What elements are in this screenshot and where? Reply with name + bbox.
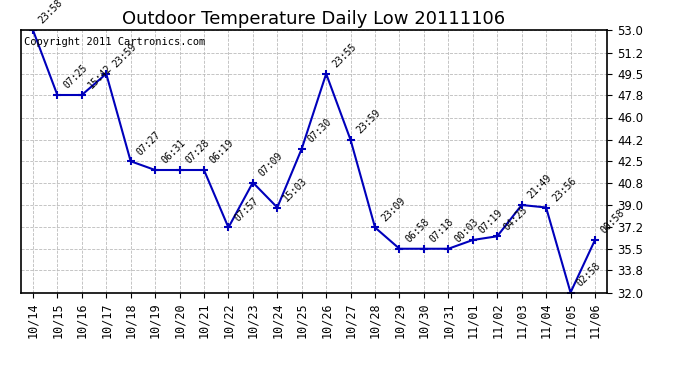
Text: 23:59: 23:59 <box>355 108 383 136</box>
Text: 06:19: 06:19 <box>208 138 236 166</box>
Text: 06:31: 06:31 <box>159 138 187 166</box>
Text: 23:58: 23:58 <box>37 0 65 26</box>
Text: 07:19: 07:19 <box>477 208 505 236</box>
Text: 00:03: 00:03 <box>453 217 480 244</box>
Text: 06:58: 06:58 <box>404 217 431 244</box>
Text: 23:56: 23:56 <box>550 176 578 203</box>
Text: 23:59: 23:59 <box>110 42 138 70</box>
Text: 15:42: 15:42 <box>86 63 114 91</box>
Text: 15:03: 15:03 <box>282 176 309 203</box>
Text: 23:55: 23:55 <box>331 42 358 70</box>
Text: 07:25: 07:25 <box>61 63 90 91</box>
Text: 04:25: 04:25 <box>502 204 529 232</box>
Text: 02:58: 02:58 <box>575 261 602 288</box>
Text: 21:49: 21:49 <box>526 173 553 201</box>
Text: 00:58: 00:58 <box>599 208 627 236</box>
Text: 07:27: 07:27 <box>135 129 163 157</box>
Text: 23:09: 23:09 <box>380 195 407 223</box>
Text: 07:30: 07:30 <box>306 117 334 145</box>
Text: Copyright 2011 Cartronics.com: Copyright 2011 Cartronics.com <box>23 37 205 46</box>
Text: 07:09: 07:09 <box>257 150 285 178</box>
Text: 07:28: 07:28 <box>184 138 212 166</box>
Title: Outdoor Temperature Daily Low 20111106: Outdoor Temperature Daily Low 20111106 <box>122 10 506 28</box>
Text: 07:18: 07:18 <box>428 217 456 244</box>
Text: 07:57: 07:57 <box>233 195 260 223</box>
